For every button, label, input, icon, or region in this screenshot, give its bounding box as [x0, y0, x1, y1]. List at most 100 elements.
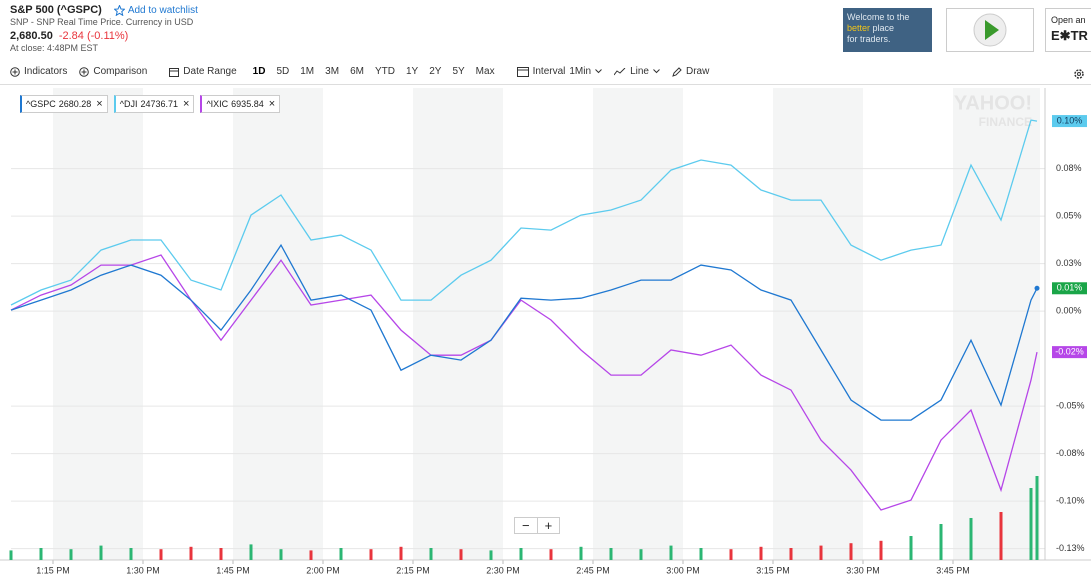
volume-bar [639, 549, 643, 560]
comparison-chip[interactable]: ^DJI 24736.71 × [113, 95, 195, 113]
ad-open: Open an [1051, 15, 1086, 25]
series-line [10, 243, 1038, 421]
value-badge-label: 0.01% [1057, 283, 1083, 293]
x-tick-label: 3:00 PM [666, 565, 700, 575]
chip-symbol: ^GSPC [26, 99, 56, 109]
comparison-button[interactable]: Comparison [79, 66, 147, 77]
volume-bar [819, 545, 823, 560]
date-range-button[interactable]: Date Range [169, 66, 237, 77]
volume-bar [699, 548, 703, 560]
comparison-chip[interactable]: ^IXIC 6935.84 × [200, 95, 281, 113]
value-badge [1052, 282, 1087, 295]
periods: 1D 5D 1M 3M 6M YTD 1Y 2Y 5Y Max [253, 66, 495, 77]
ad-line: place [872, 23, 895, 33]
chip-quote: 24736.71 [140, 99, 178, 109]
volume-bar [879, 540, 883, 560]
indicators-label[interactable]: Indicators [24, 66, 68, 77]
volume-bar [159, 549, 163, 560]
ad-broker[interactable]: Open an E✱TR [1045, 8, 1091, 52]
period-button[interactable]: 2Y [429, 66, 442, 77]
volume-bar [189, 546, 193, 560]
ad-button[interactable] [946, 8, 1034, 52]
divider [0, 84, 1091, 85]
subtitle: SNP - SNP Real Time Price. Currency in U… [10, 17, 194, 27]
period-button[interactable]: 5Y [452, 66, 465, 77]
indicators-button[interactable]: Indicators [10, 66, 67, 77]
period-button[interactable]: 1D [252, 66, 266, 77]
settings-icon[interactable] [1073, 68, 1085, 80]
y-tick-label: 0.08% [1056, 163, 1082, 173]
volume-bar [579, 546, 583, 560]
x-tick-label: 1:30 PM [126, 565, 160, 575]
calendar-icon [169, 67, 180, 77]
x-tick-label: 2:30 PM [486, 565, 520, 575]
volume-bar [849, 543, 853, 560]
ad-banner[interactable]: Welcome to the better place for traders. [843, 8, 932, 52]
chip-close[interactable]: × [268, 98, 276, 110]
comparison-chip[interactable]: ^GSPC 2680.28 × [20, 95, 108, 113]
volume-bar [249, 544, 253, 560]
chip-close[interactable]: × [96, 98, 103, 110]
pencil-icon [672, 66, 682, 77]
watchlist-label[interactable]: Add to watchlist [127, 4, 198, 16]
ad-line: Welcome to the [847, 12, 910, 22]
y-tick-label: 0.00% [1056, 305, 1082, 315]
interval-button[interactable]: Interval 1Min [516, 66, 602, 77]
volume-bar [969, 518, 973, 560]
time-band [413, 88, 503, 560]
time-band [953, 88, 1040, 560]
volume-bar [1029, 488, 1033, 560]
draw-label[interactable]: Draw [685, 66, 710, 77]
comparison-label[interactable]: Comparison [93, 66, 148, 77]
x-tick-label: 2:15 PM [396, 565, 430, 575]
interval-label[interactable]: Interval [532, 66, 566, 77]
plus-icon [10, 66, 20, 77]
volume-bar [99, 545, 103, 560]
volume-bar [669, 545, 673, 560]
ad-line: better [847, 23, 871, 33]
close-time: At close: 4:48PM EST [10, 43, 99, 53]
zoom-in[interactable]: + [544, 518, 553, 533]
title: S&P 500 (^GSPC) [10, 4, 102, 16]
volume-bar [39, 548, 43, 560]
chip-quote: 6935.84 [231, 99, 264, 109]
volume-bar [489, 550, 493, 560]
time-band [233, 88, 323, 560]
x-tick-label: 3:30 PM [846, 565, 880, 575]
period-button[interactable]: 3M [325, 66, 340, 77]
series-line [10, 254, 1038, 511]
x-tick-label: 2:45 PM [576, 565, 610, 575]
date-range-label[interactable]: Date Range [183, 66, 237, 77]
caret [595, 69, 602, 74]
x-tick-label: 1:15 PM [36, 565, 70, 575]
period-button[interactable]: YTD [374, 66, 395, 77]
period-button[interactable]: 1M [300, 66, 315, 77]
series-line [10, 119, 1038, 306]
line-button[interactable]: Line [614, 66, 660, 77]
period-button[interactable]: 5D [276, 66, 290, 77]
y-tick-label: 0.03% [1056, 258, 1082, 268]
line-label[interactable]: Line [630, 66, 649, 77]
period-button[interactable]: 6M [350, 66, 364, 77]
ad-line: for traders. [847, 34, 891, 44]
period-button[interactable]: Max [475, 66, 495, 77]
chip-symbol: ^DJI [119, 99, 138, 109]
period-button[interactable]: 1Y [405, 66, 419, 77]
volume-bar [279, 549, 283, 560]
x-tick-label: 2:00 PM [306, 565, 340, 575]
volume-bar [129, 548, 133, 560]
end-dot [1034, 285, 1040, 291]
caret [653, 69, 660, 74]
interval-value[interactable]: 1Min [569, 66, 592, 77]
chip-close[interactable]: × [183, 98, 190, 110]
volume-bar [309, 550, 313, 560]
volume-bar [789, 548, 793, 560]
volume-bar [909, 536, 913, 560]
zoom-out[interactable]: − [515, 518, 538, 533]
volume-bar [339, 548, 343, 560]
toolbar: Indicators Comparison Date Range 1D 5D 1M 3… [10, 66, 709, 77]
draw-button[interactable]: Draw [672, 66, 709, 77]
watchlist[interactable]: Add to watchlist [113, 4, 198, 16]
